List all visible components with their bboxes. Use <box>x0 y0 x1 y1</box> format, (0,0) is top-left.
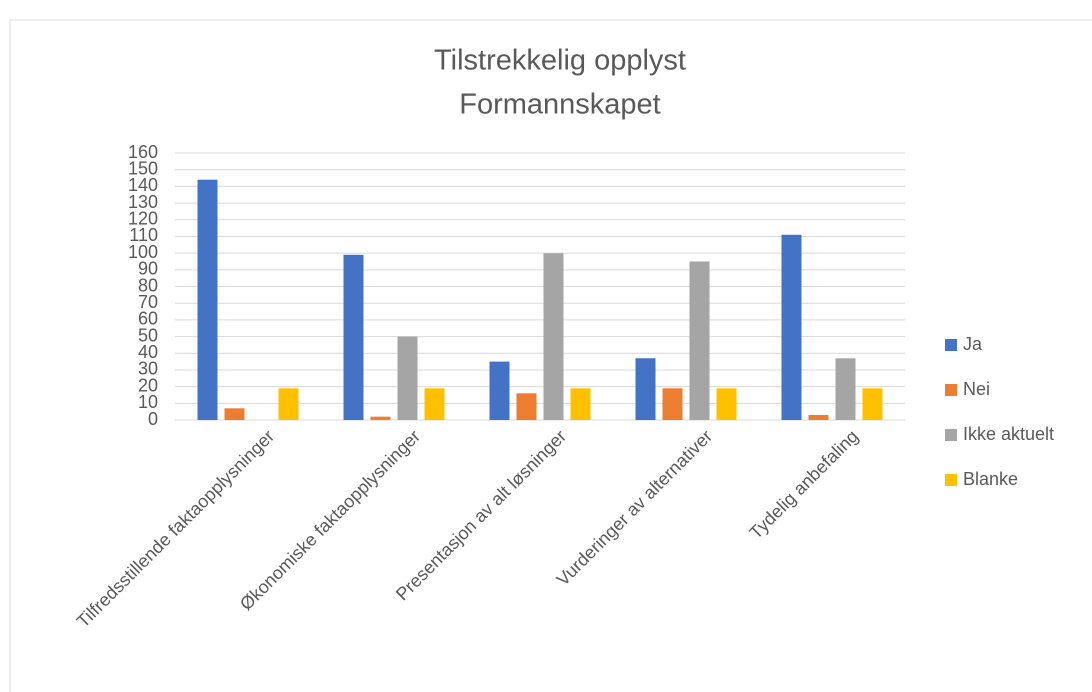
y-tick-label: 60 <box>138 309 158 329</box>
bar <box>689 261 710 420</box>
bar <box>278 388 299 420</box>
bar <box>635 358 656 420</box>
legend-label: Ja <box>963 334 983 354</box>
legend-label: Blanke <box>963 469 1018 489</box>
bar <box>224 408 245 420</box>
y-tick-label: 100 <box>128 242 158 262</box>
bar <box>716 388 737 420</box>
bar <box>516 393 537 420</box>
legend-swatch <box>945 474 957 486</box>
y-tick-label: 0 <box>148 409 158 429</box>
y-tick-label: 140 <box>128 175 158 195</box>
bar <box>835 358 856 420</box>
y-tick-label: 10 <box>138 392 158 412</box>
chart-title: Tilstrekkelig opplyst <box>434 45 686 77</box>
bar <box>862 388 883 420</box>
y-tick-label: 30 <box>138 359 158 379</box>
legend-label: Ikke aktuelt <box>963 424 1054 444</box>
bar <box>397 336 418 420</box>
bar <box>197 179 218 420</box>
bar <box>424 388 445 420</box>
bar <box>781 234 802 420</box>
y-tick-label: 120 <box>128 209 158 229</box>
y-tick-label: 80 <box>138 275 158 295</box>
bar <box>543 253 564 420</box>
y-tick-label: 160 <box>128 142 158 162</box>
chart-subtitle: Formannskapet <box>459 89 661 121</box>
y-tick-label: 150 <box>128 158 158 178</box>
legend-label: Nei <box>963 379 990 399</box>
y-tick-label: 50 <box>138 325 158 345</box>
y-tick-label: 40 <box>138 342 158 362</box>
legend-swatch <box>945 384 957 396</box>
bar <box>570 388 591 420</box>
y-tick-label: 90 <box>138 259 158 279</box>
y-tick-label: 20 <box>138 375 158 395</box>
legend-swatch <box>945 339 957 351</box>
y-tick-label: 130 <box>128 192 158 212</box>
bar <box>808 414 829 420</box>
bar <box>662 388 683 420</box>
legend-swatch <box>945 429 957 441</box>
bar <box>343 254 364 420</box>
y-tick-label: 110 <box>129 225 158 245</box>
bar <box>370 416 391 420</box>
y-tick-label: 70 <box>138 292 158 312</box>
bar <box>489 361 510 420</box>
